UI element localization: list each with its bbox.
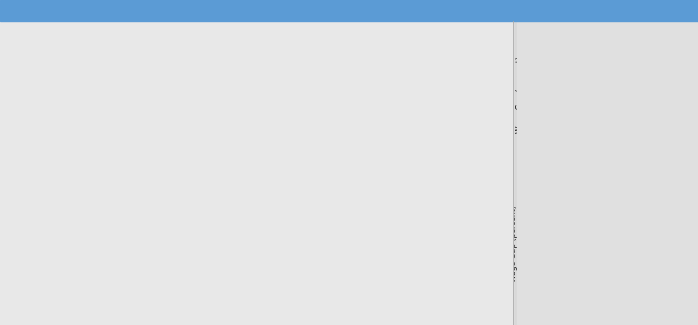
Text: a. Find and interpret G(20).: a. Find and interpret G(20). <box>7 140 124 149</box>
Text: after 1980. The graph of function G is also shown. Use this information to compl: after 1980. The graph of function G is a… <box>7 90 431 99</box>
Bar <box>693 56 698 156</box>
Text: 55%: 55% <box>557 81 572 87</box>
Bar <box>625 58 642 156</box>
Text: 81%: 81% <box>694 49 698 55</box>
Text: D.  G(20) = 71, which represents a wage gap of $71,000 in the year 2000.: D. G(20) = 71, which represents a wage g… <box>31 257 352 266</box>
Y-axis label: Wage Gap (percent): Wage Gap (percent) <box>510 205 519 282</box>
Text: A.  G(20) = 71, which represents a wage gap of 71% in the year 2000.: A. G(20) = 71, which represents a wage g… <box>31 161 335 169</box>
Title: The Graph of a Function
Modeling the Data: The Graph of a Function Modeling the Dat… <box>574 162 683 181</box>
Text: . . .: . . . <box>220 123 233 132</box>
Bar <box>591 68 608 156</box>
Text: B.  G(20) = 79, which represents a wage gap of $79,000 in the year 2000.: B. G(20) = 79, which represents a wage g… <box>31 193 352 202</box>
Text: 79%: 79% <box>625 51 641 57</box>
Bar <box>556 88 574 156</box>
Text: through 2020. The function G(x) = −0.01x² + x + 55 models the wage gap, as a per: through 2020. The function G(x) = −0.01x… <box>7 66 428 74</box>
Y-axis label: Wage Gap (percent): Wage Gap (percent) <box>517 56 526 133</box>
Title: Wage Gap Between Men and
Women: Wage Gap Between Men and Women <box>568 12 698 32</box>
Text: 81%: 81% <box>660 49 676 55</box>
Text: G(x) = -0.01x² + x + 55: G(x) = -0.01x² + x + 55 <box>547 225 622 231</box>
Bar <box>659 56 676 156</box>
Text: C.  G(20) = 79, which represents a wage gap of 79% in the year 2000.: C. G(20) = 79, which represents a wage g… <box>31 225 335 234</box>
X-axis label: Year: Year <box>625 168 641 176</box>
Text: The bar graph shows the wage gap between men and women for selected years from 1: The bar graph shows the wage gap between… <box>7 41 403 50</box>
Text: 71%: 71% <box>591 61 607 67</box>
X-axis label: Years after 1980: Years after 1980 <box>597 317 660 325</box>
